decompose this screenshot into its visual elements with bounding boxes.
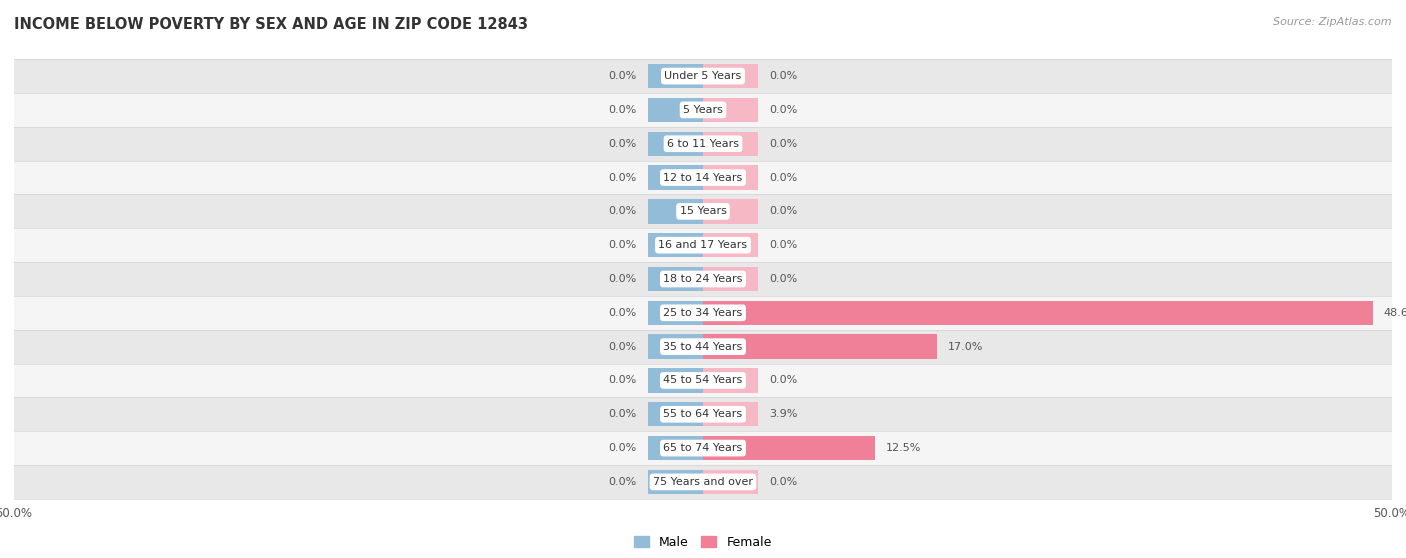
Bar xyxy=(648,132,703,156)
Bar xyxy=(648,199,703,224)
Bar xyxy=(648,98,703,122)
Text: Under 5 Years: Under 5 Years xyxy=(665,71,741,81)
Text: 55 to 64 Years: 55 to 64 Years xyxy=(664,409,742,419)
Text: 65 to 74 Years: 65 to 74 Years xyxy=(664,443,742,453)
Text: 12 to 14 Years: 12 to 14 Years xyxy=(664,172,742,182)
Text: 48.6%: 48.6% xyxy=(1384,308,1406,318)
Text: INCOME BELOW POVERTY BY SEX AND AGE IN ZIP CODE 12843: INCOME BELOW POVERTY BY SEX AND AGE IN Z… xyxy=(14,17,529,32)
Bar xyxy=(703,165,758,190)
Text: 0.0%: 0.0% xyxy=(609,105,637,115)
Text: 17.0%: 17.0% xyxy=(948,341,984,352)
Bar xyxy=(648,233,703,257)
Bar xyxy=(14,397,1392,431)
Bar xyxy=(14,194,1392,228)
Text: 5 Years: 5 Years xyxy=(683,105,723,115)
Bar xyxy=(703,470,758,494)
Text: 0.0%: 0.0% xyxy=(769,139,797,149)
Legend: Male, Female: Male, Female xyxy=(630,531,776,554)
Text: 0.0%: 0.0% xyxy=(609,172,637,182)
Text: 18 to 24 Years: 18 to 24 Years xyxy=(664,274,742,284)
Text: 75 Years and over: 75 Years and over xyxy=(652,477,754,487)
Text: 35 to 44 Years: 35 to 44 Years xyxy=(664,341,742,352)
Bar xyxy=(703,368,758,393)
Text: 0.0%: 0.0% xyxy=(609,274,637,284)
Bar xyxy=(648,267,703,291)
Text: 0.0%: 0.0% xyxy=(769,206,797,217)
Bar xyxy=(648,368,703,393)
Bar xyxy=(703,98,758,122)
Text: 12.5%: 12.5% xyxy=(886,443,922,453)
Bar xyxy=(703,64,758,88)
Bar xyxy=(648,301,703,325)
Bar xyxy=(703,267,758,291)
Text: 0.0%: 0.0% xyxy=(769,274,797,284)
Bar xyxy=(648,436,703,460)
Text: 0.0%: 0.0% xyxy=(609,206,637,217)
Bar xyxy=(648,64,703,88)
Text: 0.0%: 0.0% xyxy=(609,71,637,81)
Text: 0.0%: 0.0% xyxy=(609,443,637,453)
Text: 0.0%: 0.0% xyxy=(769,477,797,487)
Bar xyxy=(648,470,703,494)
Bar xyxy=(14,228,1392,262)
Text: 0.0%: 0.0% xyxy=(769,376,797,386)
Text: 0.0%: 0.0% xyxy=(609,308,637,318)
Bar xyxy=(14,59,1392,93)
Text: 0.0%: 0.0% xyxy=(609,341,637,352)
Bar xyxy=(703,436,875,460)
Text: 25 to 34 Years: 25 to 34 Years xyxy=(664,308,742,318)
Text: 3.9%: 3.9% xyxy=(769,409,797,419)
Bar xyxy=(14,161,1392,194)
Text: 0.0%: 0.0% xyxy=(609,409,637,419)
Bar xyxy=(14,465,1392,499)
Bar xyxy=(14,431,1392,465)
Text: 6 to 11 Years: 6 to 11 Years xyxy=(666,139,740,149)
Bar xyxy=(648,334,703,359)
Bar xyxy=(703,132,758,156)
Text: 0.0%: 0.0% xyxy=(609,139,637,149)
Text: 0.0%: 0.0% xyxy=(609,240,637,250)
Bar xyxy=(648,165,703,190)
Bar xyxy=(703,199,758,224)
Text: 0.0%: 0.0% xyxy=(609,376,637,386)
Bar xyxy=(648,402,703,426)
Text: 0.0%: 0.0% xyxy=(769,172,797,182)
Text: 45 to 54 Years: 45 to 54 Years xyxy=(664,376,742,386)
Bar xyxy=(14,93,1392,127)
Text: 0.0%: 0.0% xyxy=(609,477,637,487)
Bar xyxy=(14,296,1392,330)
Text: 0.0%: 0.0% xyxy=(769,240,797,250)
Text: 0.0%: 0.0% xyxy=(769,71,797,81)
Bar xyxy=(703,402,758,426)
Bar xyxy=(14,364,1392,397)
Bar xyxy=(14,262,1392,296)
Bar xyxy=(703,301,1372,325)
Bar xyxy=(703,334,938,359)
Bar xyxy=(703,233,758,257)
Bar xyxy=(14,127,1392,161)
Text: 16 and 17 Years: 16 and 17 Years xyxy=(658,240,748,250)
Text: 15 Years: 15 Years xyxy=(679,206,727,217)
Text: Source: ZipAtlas.com: Source: ZipAtlas.com xyxy=(1274,17,1392,27)
Bar xyxy=(14,330,1392,364)
Text: 0.0%: 0.0% xyxy=(769,105,797,115)
